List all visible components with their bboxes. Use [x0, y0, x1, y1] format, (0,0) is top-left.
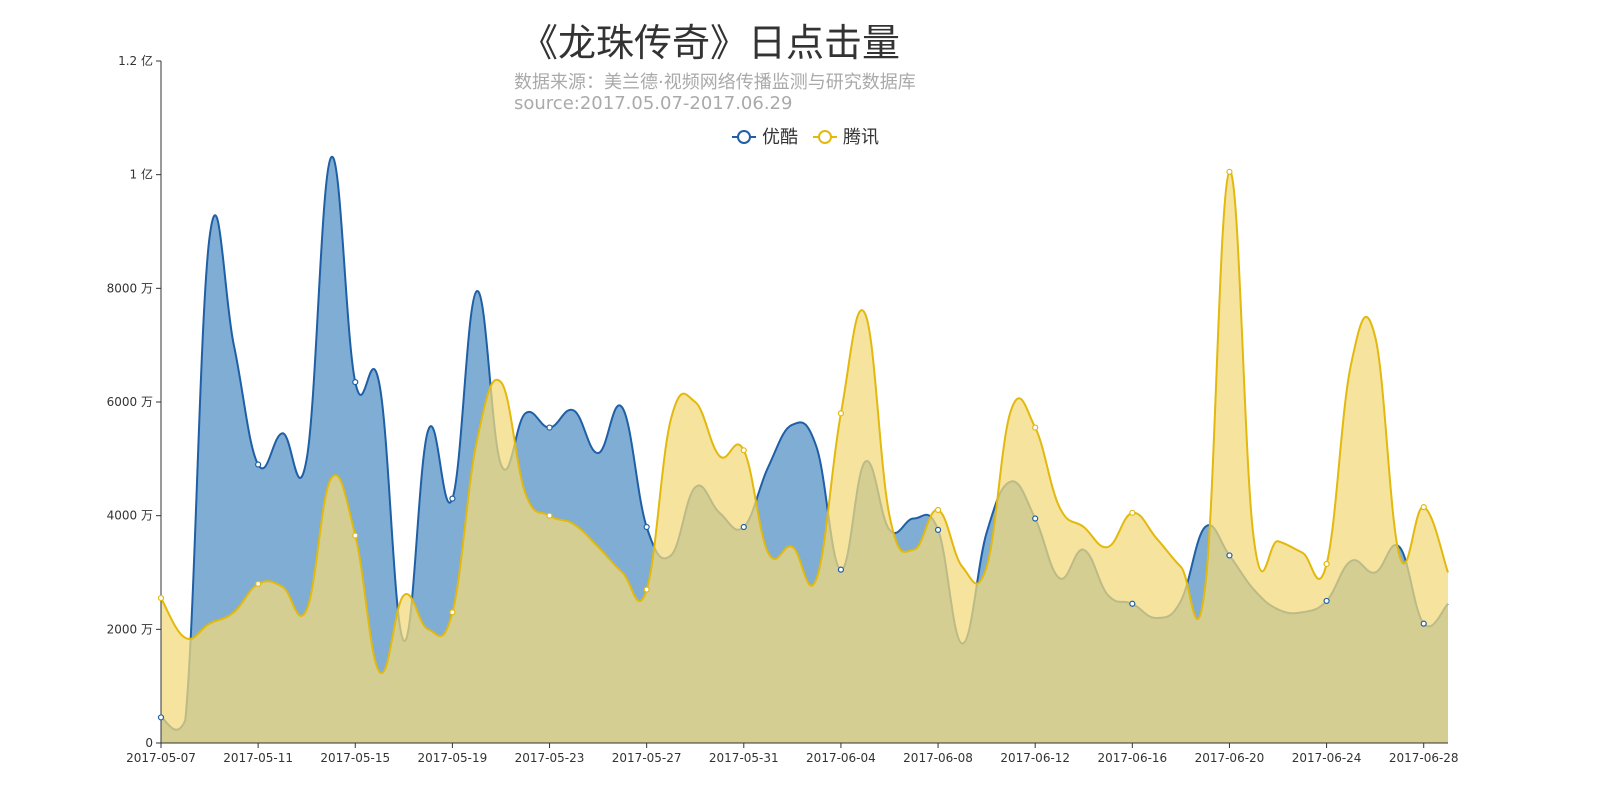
axes: 0 2000 万 4000 万 6000 万 8000 万 1 亿 1.2 亿 2017-05…: [107, 53, 1459, 765]
series-0-point: [643, 523, 650, 531]
series-1-point: [157, 594, 165, 602]
x-tick-label: 2017-05-07: [126, 751, 196, 765]
series-1-point: [643, 586, 650, 593]
x-tick-label: 2017-06-20: [1195, 751, 1265, 765]
y-tick-label: 2000 万: [107, 622, 153, 636]
series-area-1: [161, 171, 1448, 743]
y-tick-label: 0: [145, 736, 153, 750]
plot-areas: [160, 156, 1449, 743]
series-0-point: [837, 566, 845, 573]
chart-subtitle-period: source:2017.05.07-2017.06.29: [514, 93, 792, 114]
series-1-point: [740, 447, 747, 454]
series-1-point: [352, 532, 359, 539]
series-line-1: [160, 170, 1449, 675]
x-tick-label: 2017-06-28: [1389, 751, 1459, 765]
series-0-point: [1323, 597, 1330, 605]
x-tick-label: 2017-05-23: [515, 751, 585, 765]
legend-item-1: 腾讯: [843, 127, 879, 148]
series-0-point: [449, 495, 456, 502]
series-1-point: [934, 506, 942, 514]
series-0-point: [255, 461, 262, 468]
series-0-point: [1420, 620, 1427, 627]
x-tick-label: 2017-06-24: [1292, 751, 1362, 765]
legend-swatch-marker: [737, 130, 751, 144]
y-tick-label: 1 亿: [130, 167, 153, 182]
series-0-point: [1129, 600, 1136, 607]
chart-subtitle-source: 数据来源：美兰德·视频网络传播监测与研究数据库: [514, 72, 916, 93]
series-1-point: [1420, 504, 1427, 511]
y-tick-label: 6000 万: [107, 395, 153, 409]
series-1-point: [1129, 509, 1136, 516]
series-1-point: [1323, 560, 1330, 568]
x-tick-label: 2017-05-27: [612, 751, 682, 765]
x-tick-label: 2017-06-08: [903, 751, 973, 765]
series-1-point: [449, 609, 456, 616]
series-1-point: [1226, 168, 1233, 175]
series-0-point: [352, 379, 359, 386]
series-1-point: [546, 512, 553, 519]
series-0-point: [157, 714, 165, 721]
series-1-point: [1032, 424, 1039, 431]
y-tick-label: 8000 万: [107, 281, 153, 295]
series-0-point: [934, 526, 942, 533]
x-tick-label: 2017-05-11: [223, 751, 293, 765]
series-0-point: [740, 523, 747, 531]
legend-item-0: 优酷: [762, 127, 798, 148]
series-0-point: [1226, 552, 1233, 559]
x-tick-label: 2017-05-19: [418, 751, 488, 765]
series-0-point: [546, 424, 553, 431]
x-tick-label: 2017-05-15: [320, 751, 390, 765]
series-0-point: [1032, 515, 1039, 522]
data-points: [157, 168, 1427, 721]
y-tick-label: 1.2 亿: [118, 53, 153, 68]
x-tick-label: 2017-06-04: [806, 751, 876, 765]
chart-title: 《龙珠传奇》日点击量: [520, 21, 900, 65]
y-tick-label: 4000 万: [107, 509, 153, 523]
x-tick-label: 2017-05-31: [709, 751, 779, 765]
legend-swatch-marker: [818, 130, 832, 144]
x-tick-label: 2017-06-16: [1097, 751, 1167, 765]
series-1-point: [255, 580, 262, 587]
x-tick-label: 2017-06-12: [1000, 751, 1070, 765]
legend: 优酷 腾讯: [732, 127, 879, 148]
series-1-point: [837, 410, 845, 417]
